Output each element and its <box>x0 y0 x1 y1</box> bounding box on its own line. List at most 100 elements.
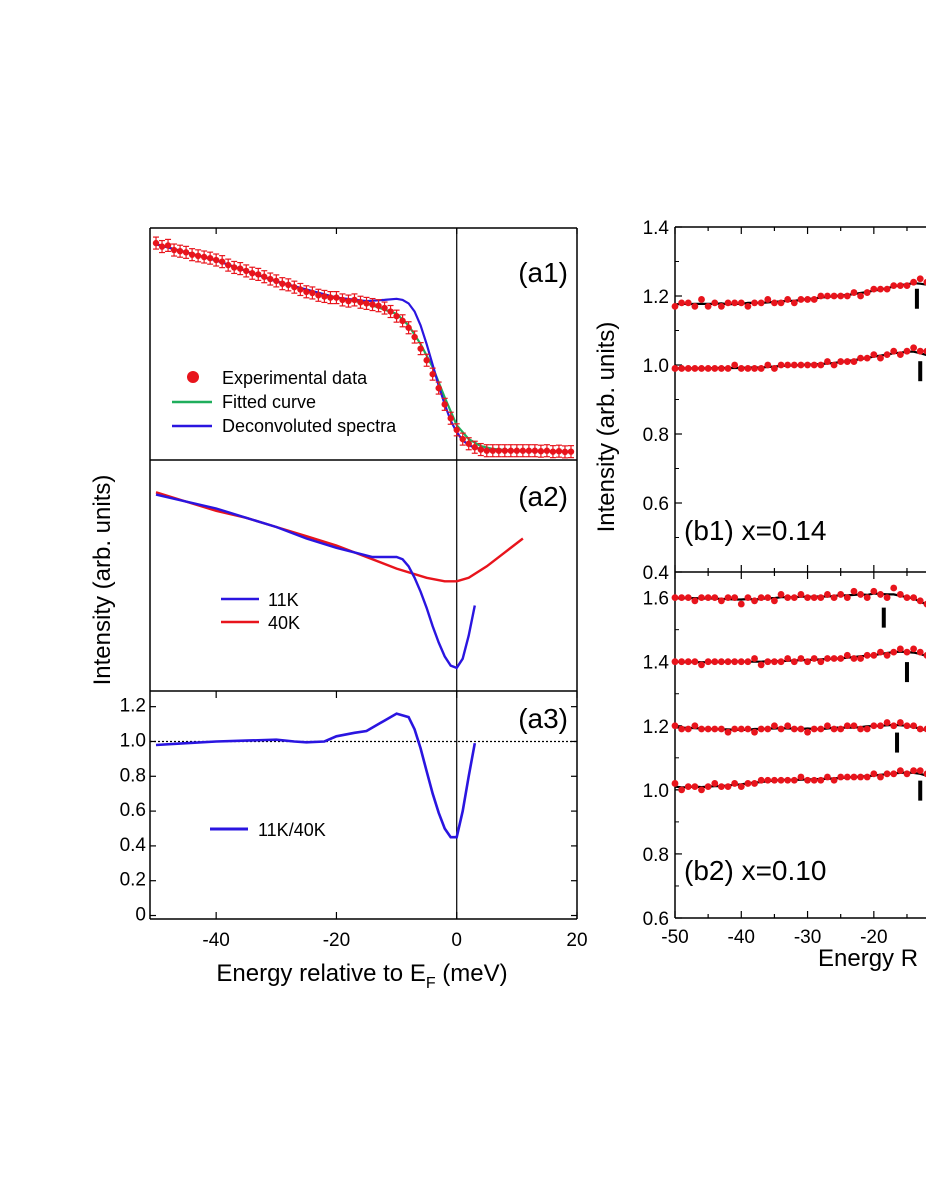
a1-data-point <box>519 447 527 454</box>
b2-data-point <box>830 725 838 733</box>
b1-data-point <box>830 292 838 300</box>
b1-data-point <box>764 361 772 369</box>
b2-data-point <box>777 776 785 784</box>
b2-data-point <box>863 725 871 733</box>
a1-data-point <box>531 447 539 454</box>
b1-y-tick-label: 1.2 <box>643 287 669 308</box>
b1-data-point <box>804 296 811 303</box>
a1-data-point <box>567 448 575 455</box>
b2-data-point <box>797 655 805 662</box>
b1-data-point <box>717 302 725 310</box>
b1-data-point <box>784 361 792 369</box>
b2-data-point <box>784 776 792 784</box>
b2-data-point <box>850 587 858 595</box>
b2-data-point <box>843 651 851 659</box>
b2-data-point <box>804 728 811 736</box>
b2-data-point <box>704 594 712 602</box>
a3-x-tick-label: 20 <box>566 930 587 951</box>
b2-x-tick-label: -30 <box>794 927 821 948</box>
b2-data-point <box>896 767 904 775</box>
b1-data-point <box>684 365 692 372</box>
a3-x-tick-label: 0 <box>451 930 462 951</box>
panel-a2: (a2) 11K 40K <box>149 459 578 691</box>
a1-data-point <box>158 243 166 250</box>
b1-data-point <box>843 292 851 300</box>
b-x-axis-label: Energy R <box>818 945 918 972</box>
a1-data-point <box>267 275 274 283</box>
b2-data-point <box>684 658 692 666</box>
b2-data-point <box>910 722 918 730</box>
b2-data-point <box>724 783 732 791</box>
b1-data-point <box>771 365 778 372</box>
b2-data-point <box>731 725 739 733</box>
b2-x-tick-label: -50 <box>661 927 688 948</box>
b2-y-tick-label: 1.0 <box>643 781 669 802</box>
a3-panel-tag: (a3) <box>518 703 568 734</box>
a1-data-point <box>513 447 521 454</box>
legend-label-experimental: Experimental data <box>222 368 368 388</box>
a3-y-tick-label: 0.2 <box>120 870 146 891</box>
b2-data-point <box>797 773 805 781</box>
b2-data-point <box>890 770 898 778</box>
b1-data-point <box>870 351 878 359</box>
b2-data-point <box>777 658 785 666</box>
b2-data-point <box>731 594 739 602</box>
b1-data-point <box>916 275 924 283</box>
a1-data-point <box>194 252 202 260</box>
b2-data-point <box>790 658 798 666</box>
b2-data-point <box>711 658 719 666</box>
a1-data-point <box>218 258 226 265</box>
a1-data-point <box>393 312 400 320</box>
a1-data-point <box>507 447 515 454</box>
b2-data-point <box>784 594 792 602</box>
legend-label-11k: 11K <box>268 590 299 610</box>
b2-data-point <box>671 658 679 666</box>
b1-data-point <box>698 365 705 372</box>
a1-data-point <box>285 281 292 289</box>
b2-y-tick-label: 0.8 <box>643 845 669 866</box>
a1-data-point <box>387 308 394 315</box>
b2-y-tick-label: 0.6 <box>643 909 669 930</box>
b1-y-tick-label: 1.4 <box>643 218 670 239</box>
a1-data-point <box>255 271 262 278</box>
b1-data-point <box>910 278 918 286</box>
b2-data-point <box>850 655 858 662</box>
b2-data-point <box>691 783 699 791</box>
b1-data-point <box>724 299 732 307</box>
b2-data-point <box>883 594 891 602</box>
a1-data-point <box>459 435 466 443</box>
b2-data-point <box>790 776 798 784</box>
b1-data-point <box>837 292 845 300</box>
a2-series-40k-line <box>155 491 524 583</box>
b1-y-tick-label: 1.0 <box>643 356 669 377</box>
b2-data-point <box>790 594 798 602</box>
a1-data-point <box>555 447 563 455</box>
legend-label-40k: 40K <box>268 613 300 633</box>
a1-data-point <box>501 447 509 454</box>
b2-data-point <box>771 658 778 666</box>
b1-data-point <box>863 289 871 296</box>
b2-data-point <box>837 591 845 598</box>
b2-data-point <box>744 725 752 733</box>
b2-data-point <box>817 594 825 602</box>
b2-data-point <box>764 658 772 666</box>
b2-data-point <box>817 658 825 666</box>
b1-data-point <box>731 361 739 369</box>
b1-data-point <box>704 365 712 372</box>
b2-data-point <box>724 728 732 736</box>
b2-data-point <box>817 776 825 784</box>
b2-data-point <box>883 719 891 726</box>
a1-data-point <box>453 426 460 434</box>
b1-y-tick-label: 0.6 <box>643 494 669 515</box>
panel-b1: 0.4 0.6 0.8 1.0 1.2 1.4 (b1) x=0.14 <box>643 218 926 584</box>
b2-data-point <box>810 725 818 733</box>
a1-data-point <box>489 447 497 454</box>
b2-data-point <box>704 783 712 791</box>
b1-data-point <box>890 282 898 290</box>
b1-data-point <box>850 289 858 296</box>
b2-data-point <box>757 776 765 784</box>
b2-data-point <box>678 786 686 794</box>
b2-data-point <box>870 770 878 778</box>
a3-x-tick-label: -40 <box>202 930 229 951</box>
b1-data-point <box>790 361 798 369</box>
